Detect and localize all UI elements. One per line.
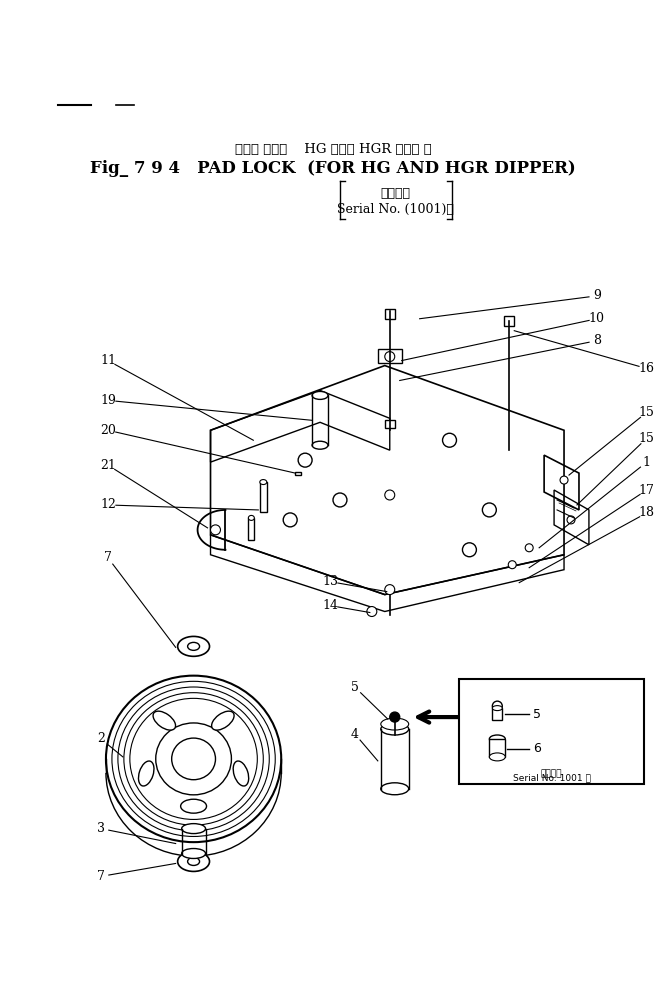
Ellipse shape: [212, 712, 234, 730]
Circle shape: [508, 561, 516, 569]
Text: 通用号機: 通用号機: [541, 769, 562, 778]
Bar: [492, 709, 502, 720]
Circle shape: [385, 585, 395, 595]
Text: 20: 20: [100, 424, 116, 437]
Bar: [504, 316, 514, 326]
Text: 4: 4: [351, 727, 359, 740]
Circle shape: [367, 606, 377, 616]
Text: 11: 11: [100, 354, 116, 367]
Circle shape: [390, 713, 400, 722]
Ellipse shape: [178, 636, 210, 656]
Ellipse shape: [178, 851, 210, 871]
Ellipse shape: [172, 738, 216, 780]
Text: 15: 15: [639, 432, 655, 445]
Ellipse shape: [182, 848, 206, 858]
Ellipse shape: [312, 441, 328, 449]
Bar: [295, 472, 301, 475]
Bar: [378, 349, 402, 363]
Ellipse shape: [139, 761, 154, 786]
Ellipse shape: [188, 642, 200, 650]
Circle shape: [385, 352, 395, 362]
Ellipse shape: [153, 712, 176, 730]
Text: 6: 6: [533, 742, 541, 755]
Ellipse shape: [490, 735, 505, 743]
Text: 10: 10: [589, 312, 605, 325]
Circle shape: [560, 476, 568, 484]
Text: バッド ロック    HG および HGR ディパ 用: バッド ロック HG および HGR ディパ 用: [234, 143, 432, 156]
Ellipse shape: [188, 857, 200, 865]
Ellipse shape: [156, 723, 231, 795]
Text: 16: 16: [639, 362, 655, 375]
Text: 13: 13: [322, 575, 338, 588]
Circle shape: [210, 525, 220, 535]
Bar: [385, 420, 395, 428]
Ellipse shape: [182, 824, 206, 833]
Ellipse shape: [312, 391, 328, 399]
Text: 5: 5: [533, 708, 541, 720]
Text: 通用号機: 通用号機: [381, 186, 411, 200]
Circle shape: [298, 453, 312, 467]
Text: Fig_ 7 9 4   PAD LOCK  (FOR HG AND HGR DIPPER): Fig_ 7 9 4 PAD LOCK (FOR HG AND HGR DIPP…: [90, 160, 576, 176]
Text: Serial No. (1001)～: Serial No. (1001)～: [337, 203, 454, 216]
Circle shape: [462, 543, 476, 557]
Text: 7: 7: [97, 870, 105, 883]
Circle shape: [333, 493, 347, 507]
Text: 18: 18: [639, 506, 655, 519]
Circle shape: [482, 503, 496, 517]
Text: 21: 21: [100, 459, 116, 472]
Text: 9: 9: [593, 289, 601, 302]
Text: 5: 5: [351, 681, 359, 694]
Ellipse shape: [233, 761, 248, 786]
Text: 2: 2: [97, 732, 105, 745]
Bar: [490, 739, 505, 757]
Bar: [385, 309, 395, 319]
Circle shape: [492, 702, 502, 712]
Text: 7: 7: [104, 551, 112, 564]
Ellipse shape: [492, 706, 502, 711]
Text: 15: 15: [639, 406, 655, 419]
Ellipse shape: [381, 723, 409, 735]
Text: 19: 19: [100, 393, 116, 407]
Bar: [248, 518, 254, 540]
Ellipse shape: [490, 753, 505, 761]
Bar: [460, 679, 644, 784]
Circle shape: [385, 490, 395, 500]
Ellipse shape: [248, 515, 254, 520]
Text: 1: 1: [643, 456, 651, 469]
Text: 17: 17: [639, 484, 655, 496]
Ellipse shape: [180, 799, 206, 814]
Text: 14: 14: [322, 599, 338, 612]
Circle shape: [567, 516, 575, 524]
Ellipse shape: [260, 480, 267, 485]
Ellipse shape: [381, 783, 409, 795]
Text: Serial No. 1001 ～: Serial No. 1001 ～: [513, 774, 591, 783]
Circle shape: [442, 433, 456, 447]
Ellipse shape: [381, 718, 409, 730]
Text: 12: 12: [100, 498, 116, 511]
Circle shape: [525, 544, 533, 552]
Circle shape: [283, 513, 297, 527]
Text: 3: 3: [97, 823, 105, 835]
Text: 8: 8: [593, 334, 601, 347]
Bar: [260, 482, 267, 512]
